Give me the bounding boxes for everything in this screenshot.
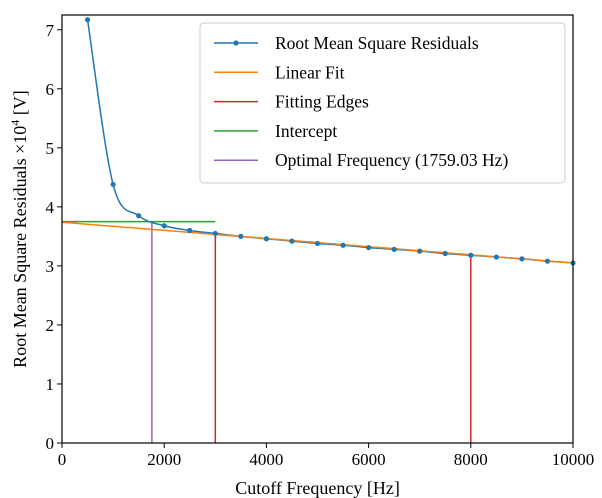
x-tick-label: 8000: [454, 450, 488, 469]
legend-label: Optimal Frequency (1759.03 Hz): [275, 150, 508, 170]
rms-residual-point: [468, 252, 474, 258]
y-axis-label: Root Mean Square Residuals ×104 [V]: [8, 90, 30, 368]
legend-swatch-marker: [233, 40, 239, 46]
rms-residual-point: [442, 250, 448, 257]
rms-residual-point: [84, 17, 91, 23]
y-tick-label: 1: [46, 375, 55, 394]
axis-ticks: 0 2000 4000 6000 8000 10000 0 1 2 3 4 5 6 7: [46, 21, 595, 469]
y-tick-label: 7: [46, 21, 55, 40]
legend-box: [199, 22, 566, 184]
x-tick-label: 6000: [352, 450, 386, 469]
y-tick-label: 5: [46, 139, 55, 158]
x-tick-label: 2000: [147, 450, 181, 469]
legend-label: Intercept: [275, 121, 337, 141]
x-tick-label: 10000: [552, 450, 595, 469]
y-axis-label-exponent: 4: [8, 120, 22, 126]
rms-residual-point: [417, 248, 423, 254]
x-tick-label: 0: [58, 450, 67, 469]
rms-residual-point: [238, 233, 244, 239]
rms-residual-point: [519, 256, 525, 262]
x-tick-label: 4000: [249, 450, 283, 469]
legend-label: Root Mean Square Residuals: [275, 33, 479, 53]
y-tick-label: 0: [46, 434, 55, 453]
y-tick-label: 3: [46, 257, 55, 276]
rms-residual-point: [212, 230, 218, 237]
rms-residual-point: [263, 236, 269, 242]
y-tick-label: 2: [46, 316, 55, 335]
rms-residual-point: [289, 238, 295, 244]
legend: Root Mean Square Residuals Linear Fit Fitt…: [199, 22, 566, 184]
rms-residual-point: [493, 254, 499, 260]
y-axis-label-main: Root Mean Square Residuals ×10: [10, 126, 30, 368]
legend-label: Linear Fit: [275, 62, 345, 82]
plot-frame: [61, 14, 574, 444]
x-axis-label: Cutoff Frequency [Hz]: [235, 478, 400, 498]
plot-area: [61, 17, 576, 443]
rms-residual-point: [366, 244, 372, 251]
rms-residual-point: [340, 242, 346, 248]
y-axis-label-unit: [V]: [10, 90, 30, 120]
legend-label: Fitting Edges: [275, 92, 369, 112]
rms-residual-point: [314, 240, 321, 247]
y-tick-label: 4: [46, 198, 55, 217]
rms-residual-point: [136, 213, 142, 219]
y-tick-label: 6: [46, 80, 55, 99]
rms-residual-point: [110, 181, 116, 188]
rms-residual-point: [187, 227, 193, 234]
rms-residual-point: [161, 223, 167, 229]
rms-residual-point: [544, 258, 551, 264]
rms-residual-point: [391, 246, 397, 252]
